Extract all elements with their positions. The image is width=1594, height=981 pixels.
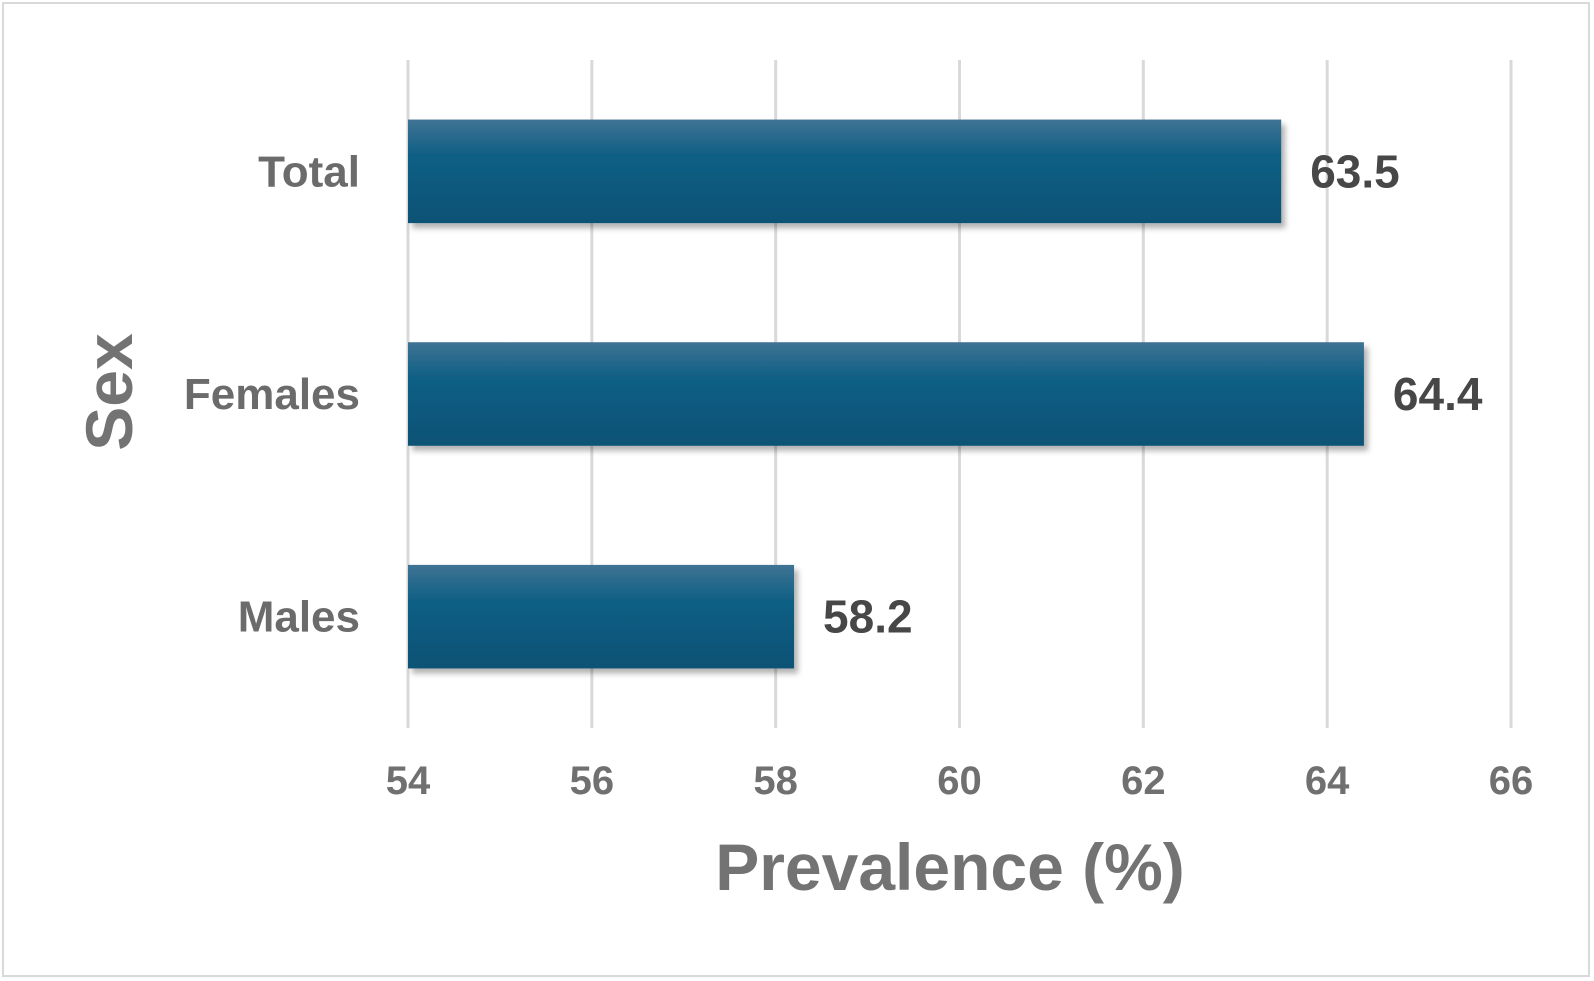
x-tick-label: 54 [386, 759, 431, 803]
y-axis-title: Sex [72, 333, 146, 451]
x-axis-title: Prevalence (%) [715, 830, 1185, 904]
bar-males [408, 564, 795, 669]
bar-chart: 54 56 58 60 62 64 66 Total 63.5 Females 64.4 Males 5… [72, 60, 1533, 904]
bar-total [408, 119, 1282, 224]
data-label: 63.5 [1310, 145, 1400, 197]
x-tick-label: 66 [1489, 759, 1534, 803]
x-tick-label: 56 [570, 759, 615, 803]
x-tick-label: 60 [937, 759, 982, 803]
category-label: Females [184, 370, 360, 419]
labels: 54 56 58 60 62 64 66 Total 63.5 Females 64.4 Males 5… [184, 145, 1533, 803]
x-tick-label: 58 [753, 759, 798, 803]
bars [408, 119, 1364, 669]
bar-females [408, 342, 1364, 446]
data-label: 64.4 [1393, 368, 1483, 420]
x-tick-label: 64 [1305, 759, 1350, 803]
category-label: Total [258, 147, 360, 196]
data-label: 58.2 [823, 591, 913, 643]
x-tick-label: 62 [1121, 759, 1166, 803]
category-label: Males [238, 593, 360, 642]
